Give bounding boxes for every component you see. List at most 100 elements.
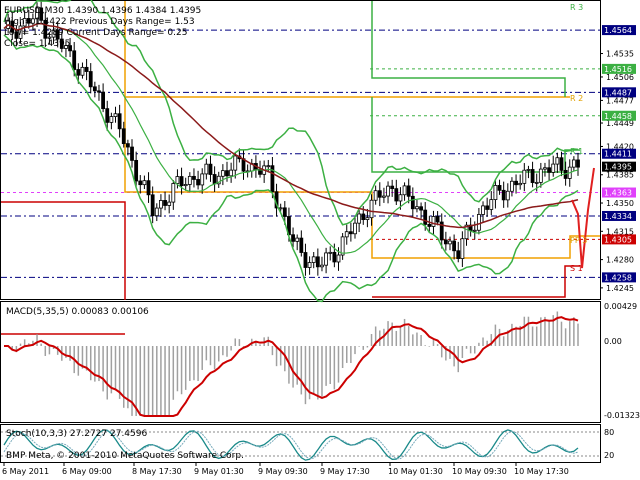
candle-body bbox=[225, 170, 229, 177]
candle-body bbox=[299, 237, 304, 253]
candle-body bbox=[179, 176, 184, 187]
candle-body bbox=[311, 256, 316, 263]
macd-tick-bottom: -0.01323 bbox=[604, 411, 640, 420]
candle-body bbox=[55, 29, 60, 40]
candle-body bbox=[14, 31, 19, 39]
candle-body bbox=[522, 169, 527, 184]
candle-body bbox=[353, 222, 357, 235]
candle-body bbox=[485, 205, 490, 210]
price-tick-label: 1.4449 bbox=[606, 119, 634, 128]
candle-body bbox=[510, 180, 514, 192]
candle-body bbox=[47, 36, 52, 39]
time-tick-label: 6 May 2011 bbox=[2, 467, 49, 476]
bollinger-middle bbox=[3, 22, 579, 254]
candle-body bbox=[134, 159, 139, 182]
price-tag-label: 1.4258 bbox=[604, 273, 632, 282]
symbol-info-text: EURUSD,M30 1.4390 1.4396 1.4384 1.4395 bbox=[4, 6, 201, 16]
price-tag-bg bbox=[602, 148, 636, 159]
candle-body bbox=[373, 190, 378, 201]
candle-body bbox=[159, 200, 163, 209]
candle-body bbox=[282, 207, 287, 217]
price-tag-bg bbox=[602, 161, 636, 172]
macd-label: MACD(5,35,5) 0.00083 0.00106 bbox=[6, 307, 149, 317]
price-tag-bg bbox=[602, 272, 636, 283]
candle-body bbox=[39, 7, 44, 21]
candle-body bbox=[464, 224, 469, 240]
price-tag-bg bbox=[602, 110, 636, 121]
stoch-panel-frame bbox=[0, 424, 601, 463]
price-tag-bg bbox=[602, 25, 636, 36]
candle-body bbox=[76, 69, 81, 76]
candle-body bbox=[382, 195, 386, 198]
candle-body bbox=[97, 90, 101, 93]
candle-body bbox=[435, 216, 440, 223]
candle-body bbox=[551, 163, 556, 173]
candle-body bbox=[84, 66, 89, 72]
candle-body bbox=[394, 188, 399, 202]
candle-body bbox=[154, 207, 159, 217]
price-tag-bg bbox=[602, 87, 636, 98]
low-info-text: Low= 1.4289 Current Days Range= 0.25 bbox=[4, 28, 187, 38]
bollinger-upper bbox=[3, 0, 579, 226]
price-tag-bg bbox=[602, 210, 636, 221]
time-tick-label: 10 May 01:30 bbox=[388, 467, 443, 476]
candle-body bbox=[476, 214, 481, 231]
candle-body bbox=[171, 183, 176, 203]
candle-body bbox=[125, 143, 130, 148]
price-tick-label: 1.4245 bbox=[606, 284, 634, 293]
candle-body bbox=[113, 113, 118, 117]
candle-body bbox=[142, 180, 147, 186]
candle-body bbox=[59, 38, 64, 49]
candle-body bbox=[497, 185, 502, 191]
price-tag-label: 1.4458 bbox=[604, 112, 632, 121]
candle-body bbox=[22, 18, 27, 27]
s1-line-b bbox=[372, 265, 580, 298]
candle-body bbox=[117, 113, 122, 130]
candle-body bbox=[43, 19, 48, 39]
pivot-label-r3: R 3 bbox=[570, 3, 583, 12]
stoch-tick-80: 80 bbox=[604, 428, 614, 437]
candle-body bbox=[324, 252, 329, 266]
candle-body bbox=[489, 199, 494, 210]
candle-body bbox=[472, 229, 477, 232]
candle-body bbox=[361, 213, 366, 221]
close-info-text: Close= 1.4395 bbox=[4, 39, 70, 49]
candle-body bbox=[505, 190, 510, 201]
candle-body bbox=[530, 169, 535, 183]
price-tag-label: 1.4411 bbox=[604, 150, 632, 159]
candle-body bbox=[163, 200, 167, 206]
candle-body bbox=[204, 163, 209, 175]
candle-body bbox=[576, 159, 580, 168]
macd-tick-top: 0.00429 bbox=[604, 302, 637, 311]
candle-body bbox=[88, 71, 93, 88]
candle-body bbox=[72, 50, 77, 70]
candle-body bbox=[150, 194, 155, 217]
candle-body bbox=[543, 167, 547, 170]
pivot-label-r1: R 1 bbox=[570, 147, 583, 156]
candle-body bbox=[146, 180, 151, 196]
candle-body bbox=[92, 86, 97, 92]
copyright-text: BMP Meta, © 2001-2010 MetaQuotes Softwar… bbox=[6, 451, 244, 461]
candle-body bbox=[229, 169, 234, 177]
candle-body bbox=[571, 159, 576, 168]
price-tag-bg bbox=[602, 234, 636, 245]
price-tag-label: 1.4564 bbox=[604, 26, 632, 35]
candle-body bbox=[460, 238, 465, 259]
candle-body bbox=[518, 182, 523, 186]
forecast-line bbox=[571, 167, 595, 269]
time-tick-label: 8 May 17:30 bbox=[132, 467, 182, 476]
candle-body bbox=[448, 240, 452, 245]
candle-body bbox=[377, 190, 382, 198]
macd-panel-frame bbox=[0, 301, 601, 423]
macd-panel bbox=[4, 311, 579, 417]
stoch-label: Stoch(10,3,3) 27.2727 27.4596 bbox=[6, 429, 147, 439]
candle-body bbox=[295, 237, 300, 242]
price-tick-label: 1.4535 bbox=[606, 50, 634, 59]
candle-body bbox=[415, 206, 419, 210]
candle-body bbox=[80, 66, 85, 76]
candle-body bbox=[365, 217, 370, 221]
candle-body bbox=[175, 176, 180, 184]
candle-body bbox=[452, 240, 457, 252]
